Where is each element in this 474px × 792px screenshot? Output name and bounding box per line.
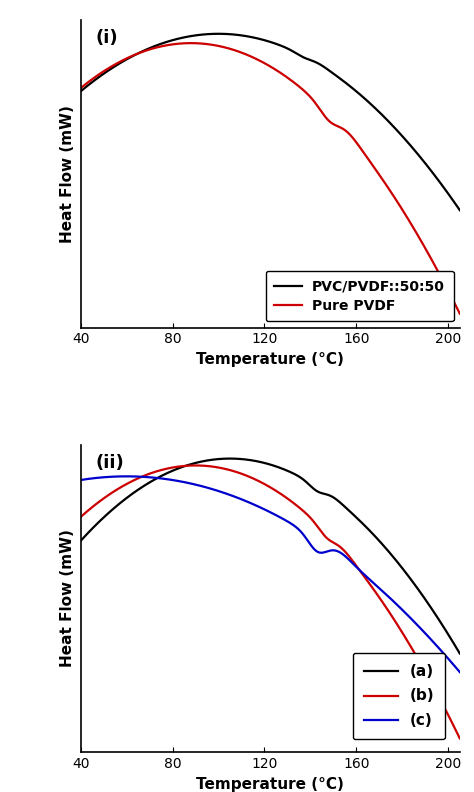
Pure PVDF xyxy=(240,48,246,58)
Y-axis label: Heat Flow (mW): Heat Flow (mW) xyxy=(60,530,75,668)
(c) xyxy=(144,472,149,482)
Line: (a): (a) xyxy=(81,459,460,653)
(b) xyxy=(78,512,83,522)
Pure PVDF xyxy=(78,83,83,93)
Line: (c): (c) xyxy=(81,476,460,672)
(c) xyxy=(409,615,414,624)
(b) xyxy=(121,481,127,490)
(a) xyxy=(144,480,149,489)
(a) xyxy=(121,496,127,505)
PVC/PVDF::50:50 xyxy=(457,205,463,215)
(a) xyxy=(457,649,463,658)
PVC/PVDF::50:50 xyxy=(78,86,83,96)
(a) xyxy=(223,454,229,463)
(c) xyxy=(78,475,83,485)
PVC/PVDF::50:50 xyxy=(450,195,456,204)
(a) xyxy=(78,536,83,546)
(b) xyxy=(457,733,463,743)
Pure PVDF xyxy=(144,46,149,55)
PVC/PVDF::50:50 xyxy=(223,29,229,39)
(b) xyxy=(223,464,229,474)
(c) xyxy=(450,659,456,668)
(b) xyxy=(409,643,414,653)
(b) xyxy=(240,470,246,479)
Pure PVDF xyxy=(409,220,414,230)
Pure PVDF xyxy=(223,43,229,52)
(b) xyxy=(450,718,456,728)
Line: PVC/PVDF::50:50: PVC/PVDF::50:50 xyxy=(81,34,460,210)
PVC/PVDF::50:50 xyxy=(216,29,221,39)
(a) xyxy=(409,576,414,585)
Line: (b): (b) xyxy=(81,466,460,738)
PVC/PVDF::50:50 xyxy=(409,142,414,151)
X-axis label: Temperature (°C): Temperature (°C) xyxy=(196,352,344,367)
Line: Pure PVDF: Pure PVDF xyxy=(81,43,460,314)
(b) xyxy=(144,470,149,480)
PVC/PVDF::50:50 xyxy=(240,31,246,40)
Pure PVDF xyxy=(188,38,194,48)
Pure PVDF xyxy=(457,309,463,318)
Legend: PVC/PVDF::50:50, Pure PVDF: PVC/PVDF::50:50, Pure PVDF xyxy=(265,271,454,322)
Legend: (a), (b), (c): (a), (b), (c) xyxy=(353,653,445,739)
(c) xyxy=(121,471,127,481)
Pure PVDF xyxy=(450,295,456,304)
(a) xyxy=(240,455,246,464)
(a) xyxy=(450,637,456,646)
(c) xyxy=(240,495,246,505)
(a) xyxy=(227,454,233,463)
PVC/PVDF::50:50 xyxy=(121,56,127,66)
(c) xyxy=(223,489,229,498)
(b) xyxy=(192,461,198,470)
(c) xyxy=(124,471,129,481)
(c) xyxy=(457,668,463,677)
Text: (ii): (ii) xyxy=(96,454,125,472)
PVC/PVDF::50:50 xyxy=(144,45,149,55)
Text: (i): (i) xyxy=(96,29,118,47)
X-axis label: Temperature (°C): Temperature (°C) xyxy=(196,777,344,792)
Pure PVDF xyxy=(121,55,127,64)
Y-axis label: Heat Flow (mW): Heat Flow (mW) xyxy=(60,105,75,242)
